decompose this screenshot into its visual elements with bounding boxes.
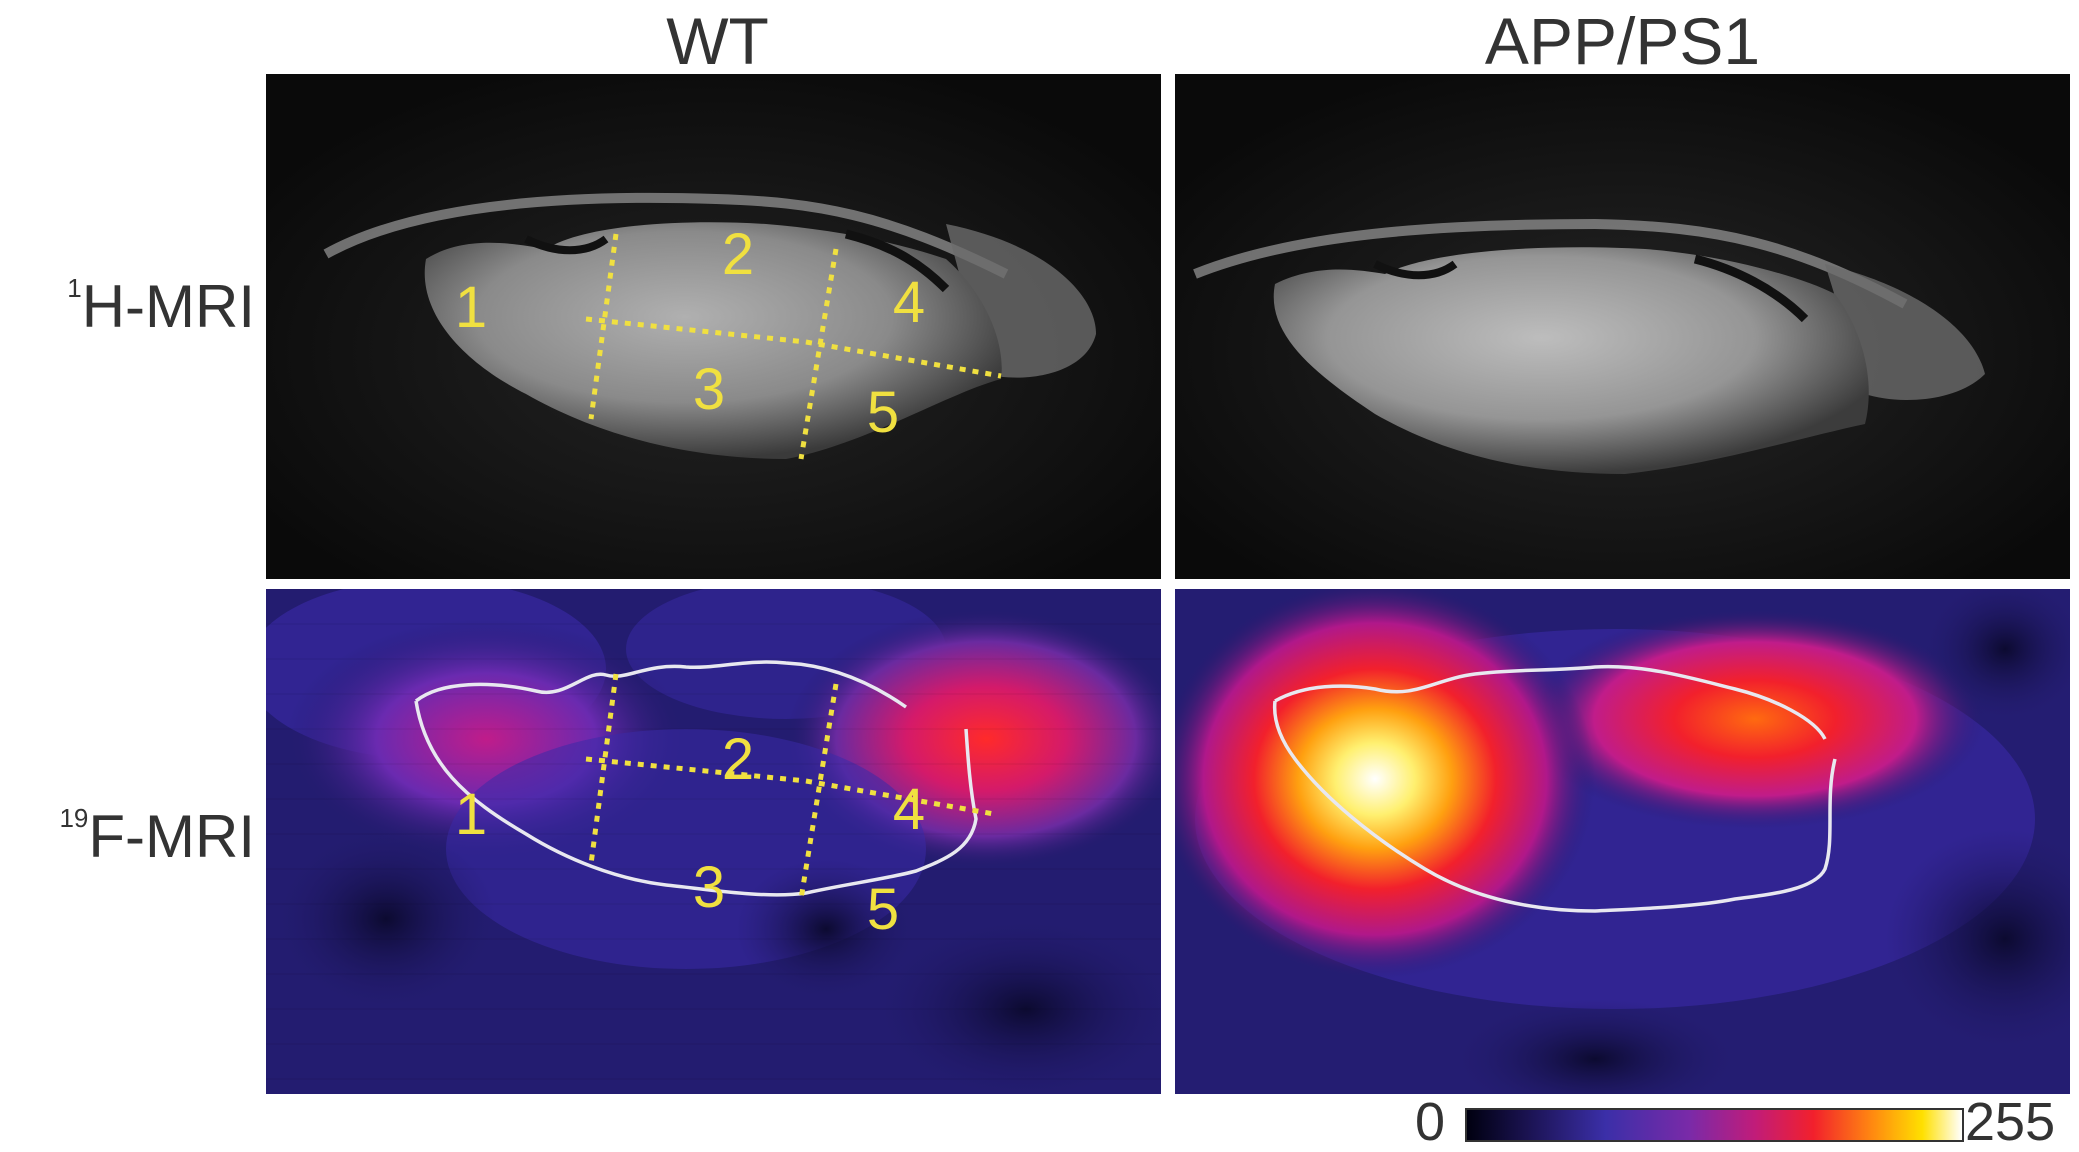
wt-19f-region-4: 4 bbox=[893, 777, 925, 842]
wt-1h-region-5: 5 bbox=[867, 380, 899, 445]
row-label-1h-main: H-MRI bbox=[81, 273, 255, 340]
wt-1h-region-lines bbox=[585, 233, 1002, 460]
panel-app-19f-mri bbox=[1175, 589, 2070, 1094]
app-19f-image bbox=[1175, 589, 2070, 1094]
wt-19f-region-2: 2 bbox=[722, 727, 754, 792]
app-19f-brain-outline bbox=[1272, 664, 1837, 913]
app-1h-image bbox=[1175, 74, 2070, 579]
wt-1h-region-4: 4 bbox=[893, 270, 925, 335]
row-label-19f-sup: 19 bbox=[59, 803, 89, 833]
colorbar-min-label: 0 bbox=[1415, 1092, 1446, 1152]
wt-19f-region-1: 1 bbox=[455, 782, 487, 847]
panel-wt-1h-mri: 1 2 3 4 5 bbox=[266, 74, 1161, 579]
column-title-app-ps1: APP/PS1 bbox=[1484, 4, 1761, 78]
wt-1h-region-1: 1 bbox=[455, 275, 487, 340]
row-label-19f-mri: 19F-MRI bbox=[0, 805, 255, 867]
row-label-19f-main: F-MRI bbox=[88, 803, 255, 870]
row-label-1h-mri: 1H-MRI bbox=[0, 275, 255, 337]
panel-app-1h-mri bbox=[1175, 74, 2070, 579]
wt-19f-brain-outline bbox=[414, 660, 978, 897]
wt-1h-region-2: 2 bbox=[722, 222, 754, 287]
column-title-wt: WT bbox=[666, 4, 769, 78]
colorbar bbox=[1465, 1108, 1964, 1142]
wt-19f-image: 1 2 3 4 5 bbox=[266, 589, 1161, 1094]
colorbar-max-label: 255 bbox=[1965, 1092, 2056, 1152]
row-label-1h-sup: 1 bbox=[67, 273, 82, 303]
wt-1h-image: 1 2 3 4 5 bbox=[266, 74, 1161, 579]
wt-19f-region-5: 5 bbox=[867, 877, 899, 942]
panel-wt-19f-mri: 1 2 3 4 5 bbox=[266, 589, 1161, 1094]
wt-19f-region-3: 3 bbox=[693, 855, 725, 920]
wt-1h-region-3: 3 bbox=[693, 357, 725, 422]
wt-19f-region-lines bbox=[585, 673, 995, 900]
